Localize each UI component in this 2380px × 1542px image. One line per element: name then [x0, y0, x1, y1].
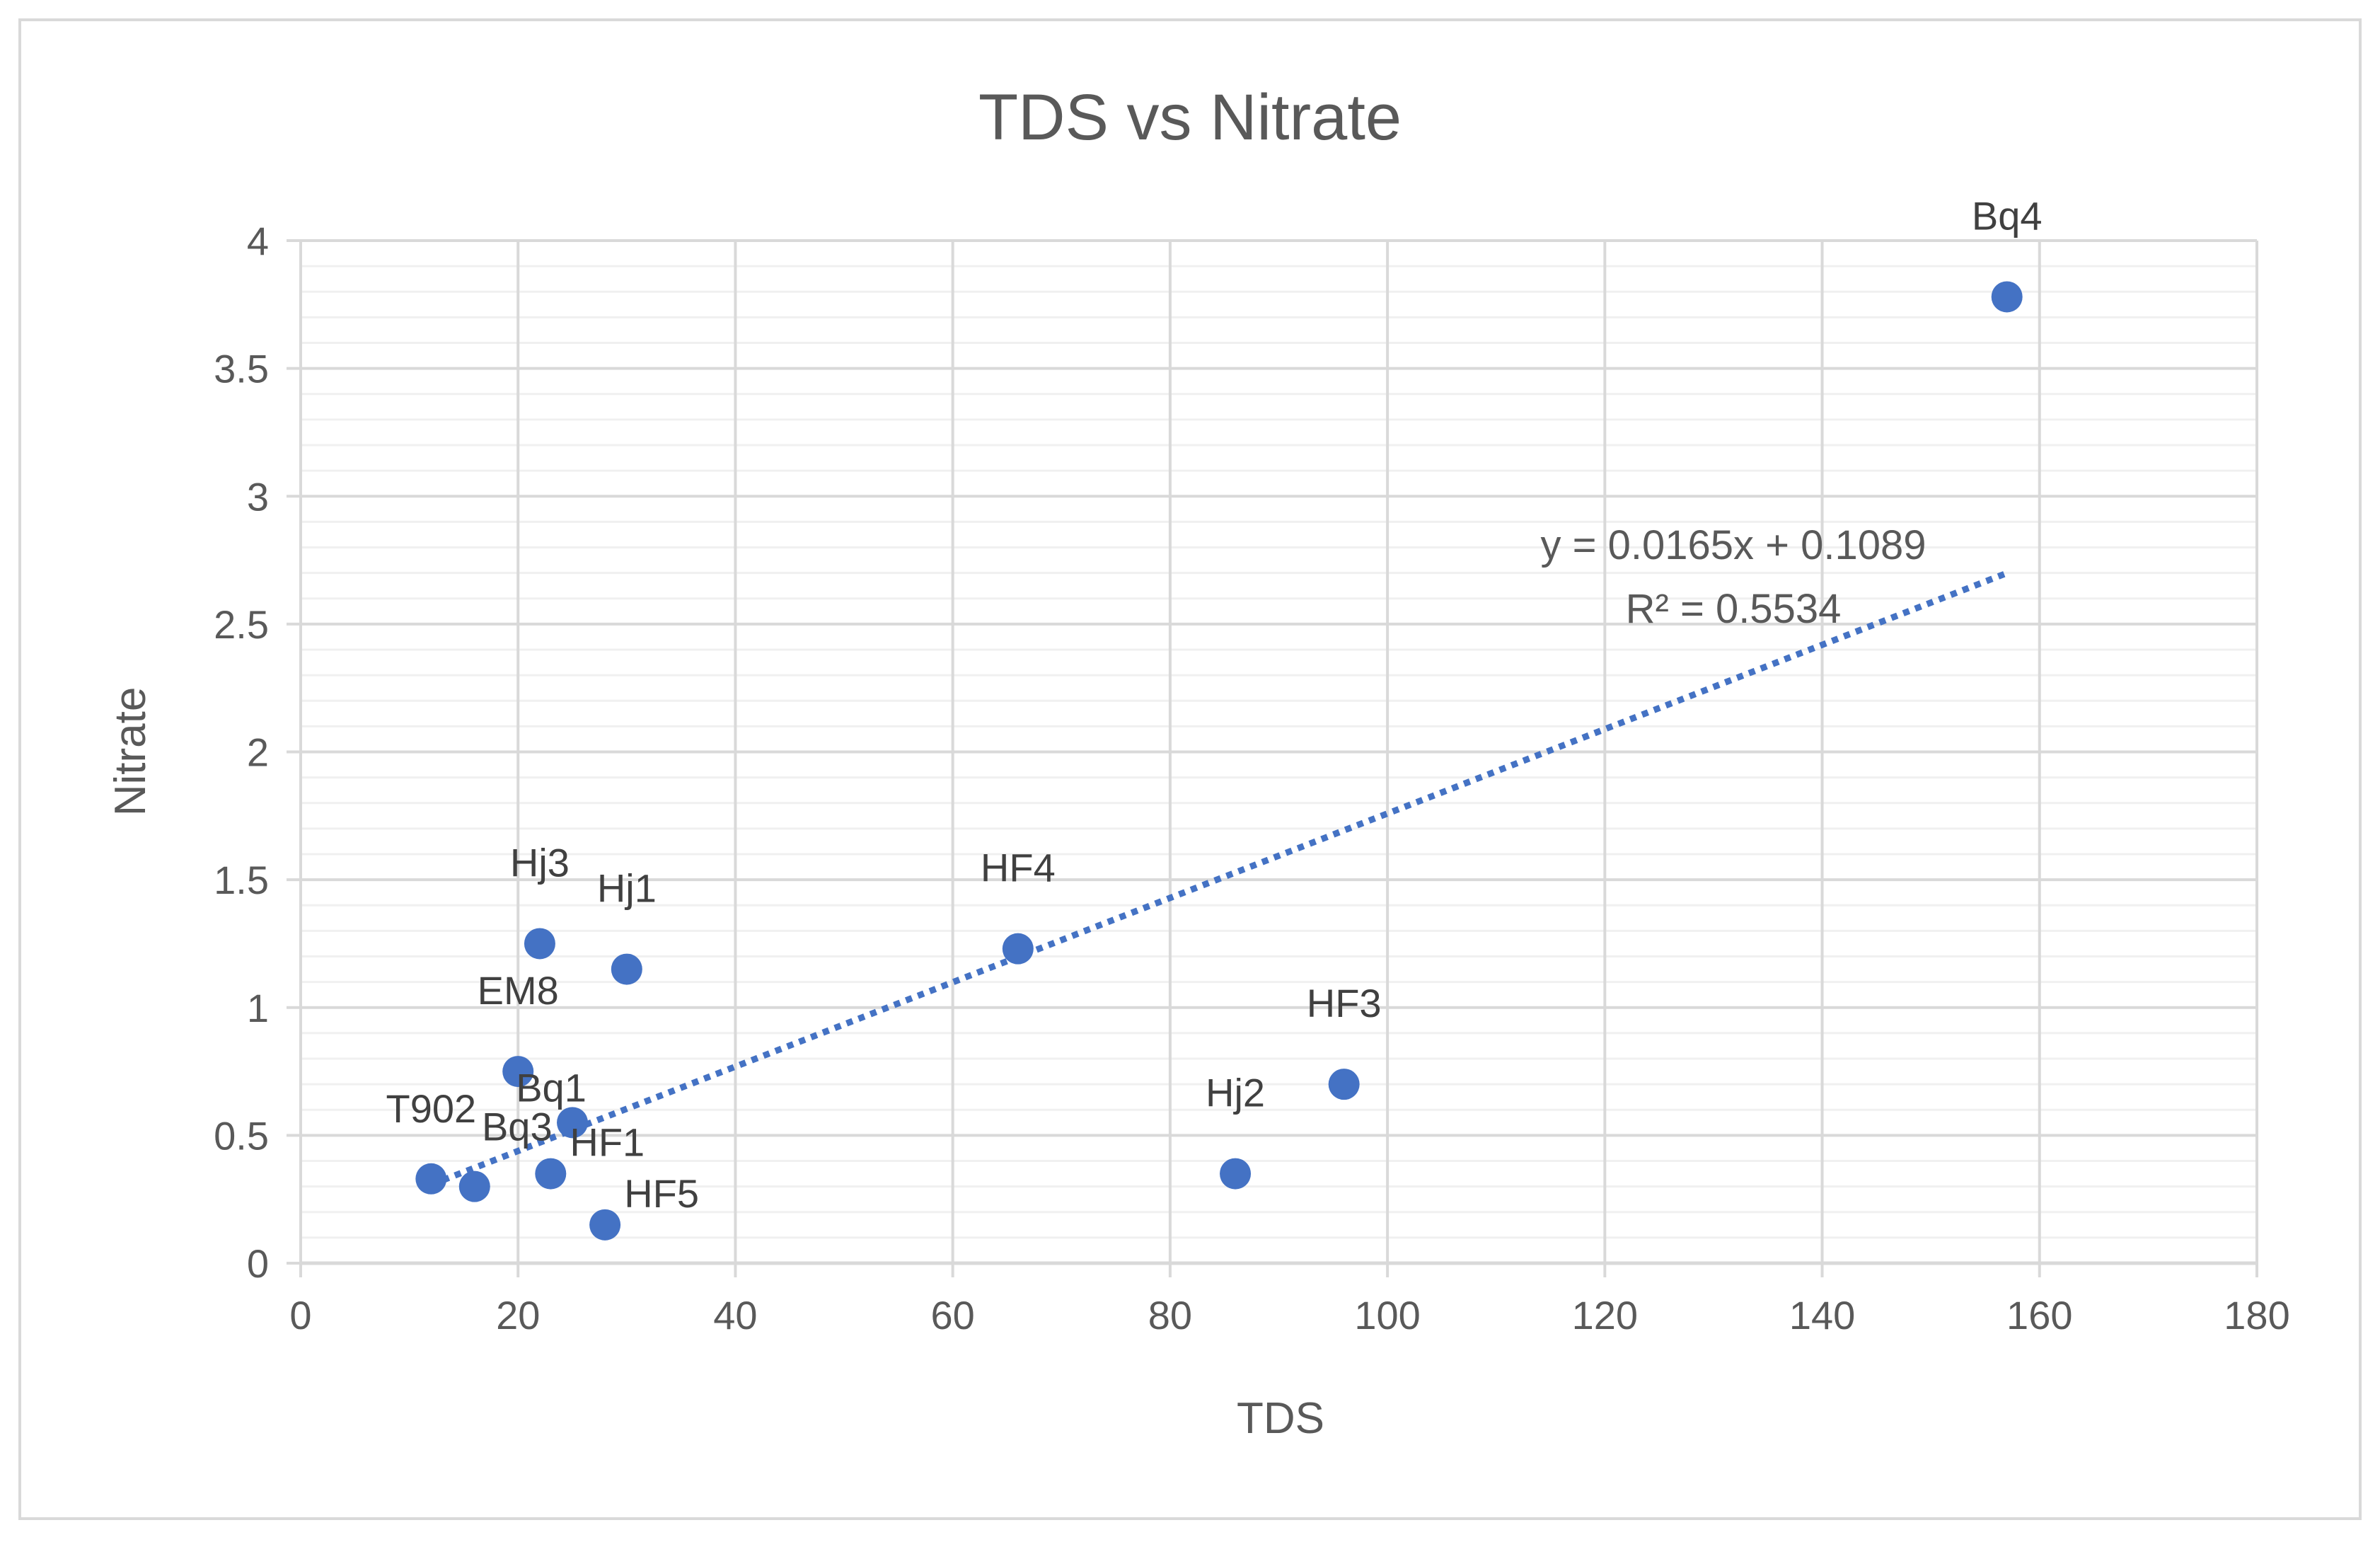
- x-tick-label: 0: [289, 1293, 311, 1337]
- data-label-bq3: Bq3: [482, 1105, 553, 1149]
- y-axis-title: Nitrate: [106, 687, 155, 817]
- data-label-hj2: Hj2: [1206, 1071, 1265, 1115]
- x-tick-label: 60: [931, 1293, 975, 1337]
- data-point-hf5: [589, 1209, 621, 1241]
- data-point-hf3: [1328, 1069, 1360, 1100]
- x-tick-label: 140: [1789, 1293, 1855, 1337]
- gridlines: [299, 239, 2258, 1263]
- trendline: [429, 570, 2009, 1188]
- trendline-group: [429, 570, 2009, 1188]
- data-point-hf4: [1002, 933, 1034, 965]
- data-point-hf1: [535, 1158, 567, 1190]
- data-point-bq3: [458, 1170, 490, 1202]
- data-label-hf5: HF5: [624, 1171, 699, 1216]
- data-label-em8: EM8: [478, 968, 559, 1013]
- y-tick-label: 0: [247, 1241, 269, 1286]
- point-labels: T902 Bq3 EM8 Hj3 HF1 Bq1 HF5 Hj1 HF4 Hj2 HF3 Bq4: [386, 193, 2043, 1215]
- data-points: [415, 281, 2023, 1241]
- x-tick-label: 40: [713, 1293, 757, 1337]
- x-tick-label: 80: [1148, 1293, 1192, 1337]
- trendline-equation: y = 0.0165x + 0.1089: [1541, 522, 1926, 568]
- y-tick-label: 0.5: [214, 1113, 269, 1158]
- axes: 00.511.522.533.540 20 40 60 80 100 120 140 160 18…: [214, 219, 2290, 1337]
- data-point-t902: [415, 1163, 447, 1195]
- data-label-bq4: Bq4: [1972, 193, 2043, 238]
- data-point-hj3: [524, 928, 555, 960]
- x-tick-label: 120: [1572, 1293, 1638, 1337]
- y-tick-label: 2: [247, 730, 269, 775]
- data-label-hf1: HF1: [570, 1120, 645, 1165]
- x-tick-label: 100: [1354, 1293, 1420, 1337]
- x-axis-title: TDS: [1237, 1394, 1324, 1443]
- trendline-r-squared: R² = 0.5534: [1626, 586, 1842, 632]
- data-point-bq1: [557, 1107, 589, 1139]
- y-tick-label: 3: [247, 474, 269, 519]
- data-label-hj1: Hj1: [597, 866, 657, 911]
- data-point-bq4: [1991, 281, 2023, 313]
- data-label-bq1: Bq1: [516, 1065, 587, 1110]
- data-label-hj3: Hj3: [510, 840, 570, 885]
- data-label-hf4: HF4: [981, 846, 1056, 890]
- data-label-hf3: HF3: [1307, 981, 1382, 1025]
- data-point-hj1: [611, 953, 642, 985]
- y-tick-label: 3.5: [214, 347, 269, 391]
- chart-background: [18, 18, 2362, 1520]
- x-tick-label: 180: [2224, 1293, 2289, 1337]
- data-point-em8: [502, 1056, 534, 1088]
- x-tick-label: 160: [2006, 1293, 2072, 1337]
- data-point-hj2: [1220, 1158, 1252, 1190]
- x-tick-label: 20: [496, 1293, 540, 1337]
- y-tick-label: 1.5: [214, 858, 269, 902]
- data-label-t902: T902: [386, 1086, 477, 1131]
- y-tick-label: 2.5: [214, 602, 269, 647]
- chart-title: TDS vs Nitrate: [978, 81, 1402, 154]
- y-tick-label: 4: [247, 219, 269, 263]
- y-tick-label: 1: [247, 986, 269, 1030]
